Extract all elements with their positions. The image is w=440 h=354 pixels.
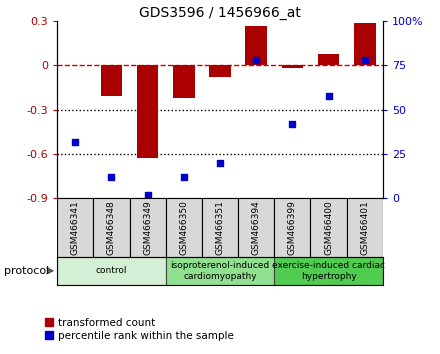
Bar [347,198,383,257]
Bar [202,198,238,257]
Title: GDS3596 / 1456966_at: GDS3596 / 1456966_at [139,6,301,20]
Bar [166,257,274,285]
Bar [354,23,376,65]
Bar [311,198,347,257]
Bar [282,65,303,68]
Text: isoproterenol-induced
cardiomyopathy: isoproterenol-induced cardiomyopathy [170,261,270,280]
Bar [238,198,274,257]
Point [180,174,187,180]
Bar [173,65,194,98]
Point [361,57,368,63]
Point [253,57,260,63]
Bar [274,257,383,285]
Text: GSM466401: GSM466401 [360,200,369,255]
Text: exercise-induced cardiac
hypertrophy: exercise-induced cardiac hypertrophy [272,261,385,280]
Text: GSM466348: GSM466348 [107,200,116,255]
Point [72,139,79,144]
Text: protocol: protocol [4,266,50,276]
Text: GSM466350: GSM466350 [180,200,188,255]
Text: GSM466400: GSM466400 [324,200,333,255]
Bar [57,257,166,285]
Point [216,160,224,166]
Point [325,93,332,98]
Text: GSM466349: GSM466349 [143,200,152,255]
Bar [318,54,339,65]
Text: control: control [96,266,127,275]
Point [289,121,296,127]
Text: GSM466399: GSM466399 [288,200,297,255]
Bar [137,65,158,159]
Bar [57,198,93,257]
Text: GSM466351: GSM466351 [216,200,224,255]
Legend: transformed count, percentile rank within the sample: transformed count, percentile rank withi… [40,314,238,345]
Bar [101,65,122,97]
Bar [93,198,129,257]
Text: GSM466394: GSM466394 [252,200,260,255]
Bar [129,198,166,257]
Bar [209,65,231,77]
Bar [274,198,311,257]
Text: GSM466341: GSM466341 [71,200,80,255]
Bar [246,26,267,65]
Point [144,192,151,198]
Bar [166,198,202,257]
Point [108,174,115,180]
